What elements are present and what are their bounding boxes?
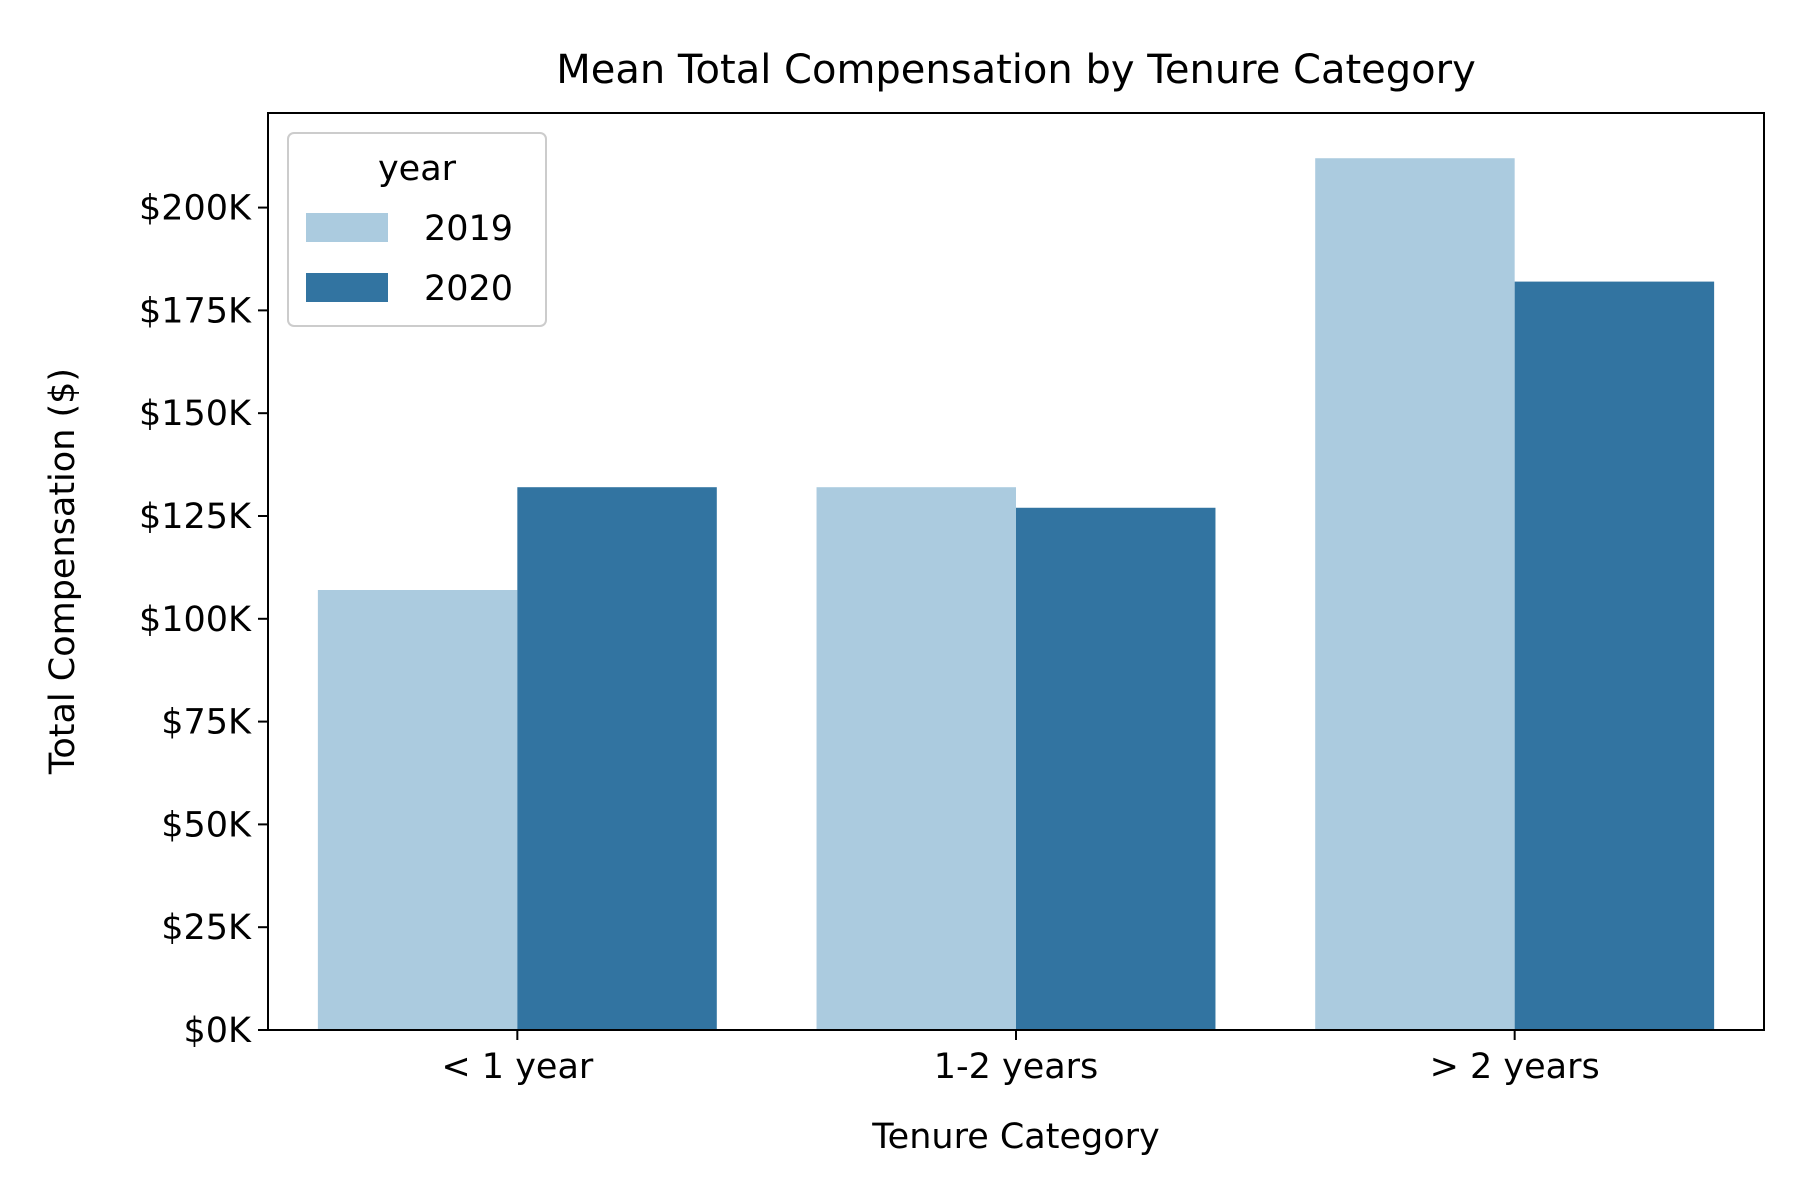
bar-2019-1-2-years <box>816 487 1016 1030</box>
legend-label-2019: 2019 <box>424 209 513 249</box>
x-tick-label: < 1 year <box>441 1047 594 1087</box>
y-tick-label: $100K <box>139 600 252 640</box>
legend-swatch-2020 <box>306 273 388 302</box>
legend-swatch-2019 <box>306 213 388 242</box>
legend-label-2020: 2020 <box>424 269 513 309</box>
bars-layer <box>317 158 1715 1031</box>
y-tick-label: $200K <box>139 189 252 229</box>
y-tick-label: $50K <box>161 805 252 845</box>
legend: year 2019 2020 <box>287 132 547 327</box>
bar-2020-2-years <box>1514 281 1715 1030</box>
x-axis-ticks: < 1 year 1-2 years > 2 years <box>441 1030 1600 1087</box>
x-axis-label: Tenure Category <box>871 1117 1160 1157</box>
y-tick-label: $125K <box>139 497 252 537</box>
y-axis-ticks: $0K $25K $50K $75K $100K $125K $150K $175K $200K <box>139 189 268 1051</box>
y-tick-label: $175K <box>139 291 252 331</box>
chart-title: Mean Total Compensation by Tenure Catego… <box>556 47 1476 93</box>
y-tick-label: $25K <box>161 908 252 948</box>
x-tick-label: 1-2 years <box>934 1047 1099 1087</box>
y-tick-label: $0K <box>184 1011 253 1051</box>
y-tick-label: $150K <box>139 394 252 434</box>
bar-2020-1-year <box>517 487 717 1030</box>
bar-2019-2-years <box>1315 158 1515 1031</box>
legend-title: year <box>378 149 457 189</box>
bar-2020-1-2-years <box>1016 507 1216 1030</box>
x-tick-label: > 2 years <box>1430 1047 1600 1087</box>
plot-frame <box>267 112 1765 1031</box>
y-tick-label: $75K <box>161 703 252 743</box>
bar-2019-1-year <box>317 590 518 1030</box>
y-axis-label: Total Compensation ($) <box>43 368 83 775</box>
